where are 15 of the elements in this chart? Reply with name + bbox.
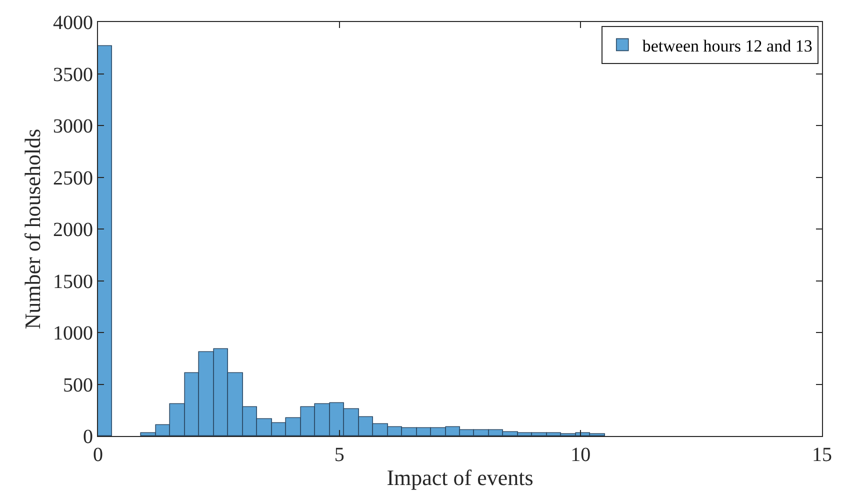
y-axis-title: Number of households — [20, 128, 45, 330]
x-tick-label: 15 — [812, 444, 832, 466]
y-tick-label: 4000 — [53, 12, 93, 34]
y-tick-label: 1500 — [53, 270, 93, 293]
x-tick-label: 5 — [334, 444, 344, 466]
y-tick-label: 3500 — [53, 64, 93, 86]
y-tick-label: 500 — [63, 374, 93, 396]
x-tick-label: 10 — [570, 444, 591, 466]
x-axis-title: Impact of events — [386, 464, 534, 490]
legend-label: between hours 12 and 13 — [642, 36, 812, 56]
y-tick-label: 2000 — [53, 219, 93, 241]
y-tick-label: 0 — [83, 426, 93, 448]
y-tick-label: 1000 — [53, 322, 93, 344]
y-tick-label: 2500 — [53, 167, 93, 190]
y-tick-label: 3000 — [53, 116, 93, 138]
